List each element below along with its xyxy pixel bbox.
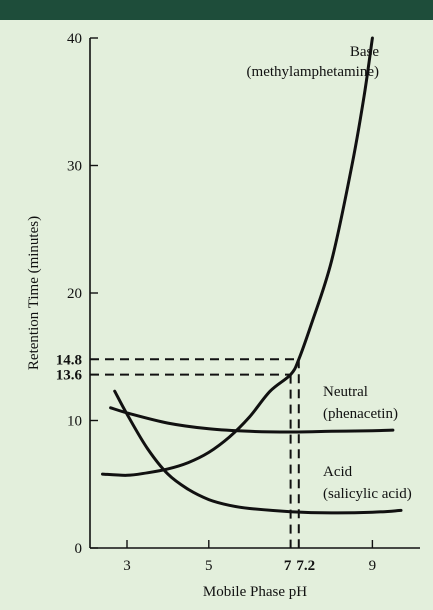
labels: Mobile Phase pH Retention Time (minutes) B… [26, 44, 412, 600]
x-tick-label: 5 [205, 558, 213, 574]
y-tick-label: 0 [75, 541, 83, 557]
acid-curve [113, 389, 403, 515]
curves [101, 36, 403, 515]
base-annotation-line: Base [350, 44, 380, 60]
header-bar [0, 0, 433, 20]
x-tick-label: 9 [369, 558, 377, 574]
base-annotation: Base (methylamphetamine) [247, 44, 380, 80]
acid-annotation-line: (salicylic acid) [323, 486, 412, 502]
neutral-annotation-line: Neutral [323, 384, 368, 400]
y-tick-label: 20 [67, 286, 82, 302]
base-annotation-line: (methylamphetamine) [247, 64, 379, 80]
y-tick-label: 30 [67, 159, 82, 175]
y-tick-label: 14.8 [56, 352, 82, 368]
x-tick-label: 7.2 [296, 558, 315, 574]
axes: 0 10 13.614.8 20 30 40 3 5 7 7.2 9 [56, 31, 420, 574]
neutral-annotation-line: (phenacetin) [323, 406, 398, 422]
base-curve [101, 36, 374, 477]
y-tick-label: 10 [67, 414, 82, 430]
x-axis-title: Mobile Phase pH [203, 584, 307, 600]
neutral-curve [109, 406, 395, 434]
y-tick-label: 13.6 [56, 368, 83, 384]
acid-annotation-line: Acid [323, 464, 353, 480]
y-axis-title: Retention Time (minutes) [26, 216, 42, 370]
reference-lines [90, 358, 300, 548]
acid-annotation: Acid (salicylic acid) [323, 464, 412, 502]
x-tick-label: 3 [123, 558, 131, 574]
x-tick-label: 7 [284, 558, 292, 574]
y-tick-label: 40 [67, 31, 82, 47]
neutral-annotation: Neutral (phenacetin) [323, 384, 398, 422]
